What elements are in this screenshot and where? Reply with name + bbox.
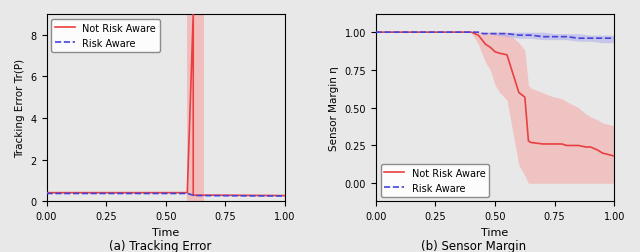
Not Risk Aware — [611, 155, 618, 158]
Risk Aware — [503, 33, 511, 36]
Not Risk Aware — [456, 32, 463, 35]
Risk Aware — [479, 33, 487, 36]
Risk Aware — [611, 38, 618, 41]
Risk Aware — [456, 32, 463, 35]
Risk Aware — [491, 33, 499, 36]
Not Risk Aware — [575, 144, 582, 147]
Risk Aware — [551, 36, 559, 39]
Not Risk Aware — [396, 32, 403, 35]
Not Risk Aware — [527, 141, 534, 144]
Not Risk Aware — [184, 191, 191, 194]
Not Risk Aware — [486, 47, 494, 50]
Not Risk Aware — [482, 44, 490, 47]
Risk Aware — [281, 195, 289, 198]
Not Risk Aware — [563, 144, 570, 147]
Risk Aware — [420, 32, 428, 35]
Not Risk Aware — [372, 32, 380, 35]
Not Risk Aware — [420, 32, 428, 35]
Not Risk Aware — [515, 92, 523, 95]
Not Risk Aware — [210, 194, 218, 197]
Risk Aware — [598, 38, 606, 41]
Risk Aware — [539, 36, 547, 39]
Y-axis label: Tracking Error Tr(P): Tracking Error Tr(P) — [15, 59, 25, 158]
Not Risk Aware — [384, 32, 392, 35]
Risk Aware — [467, 32, 475, 35]
Not Risk Aware — [525, 140, 532, 143]
Line: Risk Aware: Risk Aware — [47, 194, 285, 196]
Not Risk Aware — [198, 194, 205, 197]
Line: Not Risk Aware: Not Risk Aware — [376, 33, 614, 156]
Y-axis label: Sensor Margin η: Sensor Margin η — [329, 66, 339, 150]
Not Risk Aware — [539, 143, 547, 146]
Risk Aware — [444, 32, 451, 35]
Risk Aware — [191, 194, 198, 197]
Not Risk Aware — [431, 32, 439, 35]
Not Risk Aware — [551, 143, 559, 146]
Line: Not Risk Aware: Not Risk Aware — [47, 15, 285, 196]
Not Risk Aware — [521, 96, 529, 99]
Risk Aware — [587, 38, 595, 41]
Not Risk Aware — [189, 194, 197, 197]
Not Risk Aware — [496, 53, 504, 56]
X-axis label: Time: Time — [481, 227, 509, 237]
Not Risk Aware — [587, 146, 595, 149]
Not Risk Aware — [408, 32, 415, 35]
Risk Aware — [43, 192, 51, 195]
Risk Aware — [372, 32, 380, 35]
Not Risk Aware — [598, 152, 606, 155]
Legend: Not Risk Aware, Risk Aware: Not Risk Aware, Risk Aware — [381, 164, 490, 197]
Not Risk Aware — [467, 32, 475, 35]
Legend: Not Risk Aware, Risk Aware: Not Risk Aware, Risk Aware — [51, 20, 160, 52]
Text: (b) Sensor Margin: (b) Sensor Margin — [421, 239, 526, 252]
Not Risk Aware — [546, 143, 554, 146]
Text: (a) Tracking Error: (a) Tracking Error — [109, 239, 211, 252]
Risk Aware — [486, 33, 494, 36]
X-axis label: Time: Time — [152, 227, 179, 237]
Risk Aware — [527, 35, 534, 38]
Not Risk Aware — [491, 51, 499, 54]
Not Risk Aware — [444, 32, 451, 35]
Risk Aware — [515, 35, 523, 38]
Not Risk Aware — [281, 194, 289, 197]
Risk Aware — [474, 32, 482, 35]
Not Risk Aware — [558, 143, 566, 146]
Not Risk Aware — [43, 191, 51, 194]
Risk Aware — [575, 38, 582, 41]
Not Risk Aware — [503, 54, 511, 57]
Not Risk Aware — [582, 146, 589, 149]
Risk Aware — [396, 32, 403, 35]
Risk Aware — [184, 192, 191, 195]
Line: Risk Aware: Risk Aware — [376, 33, 614, 39]
Risk Aware — [563, 36, 570, 39]
Not Risk Aware — [594, 149, 602, 152]
Not Risk Aware — [189, 13, 197, 16]
Not Risk Aware — [474, 35, 482, 38]
